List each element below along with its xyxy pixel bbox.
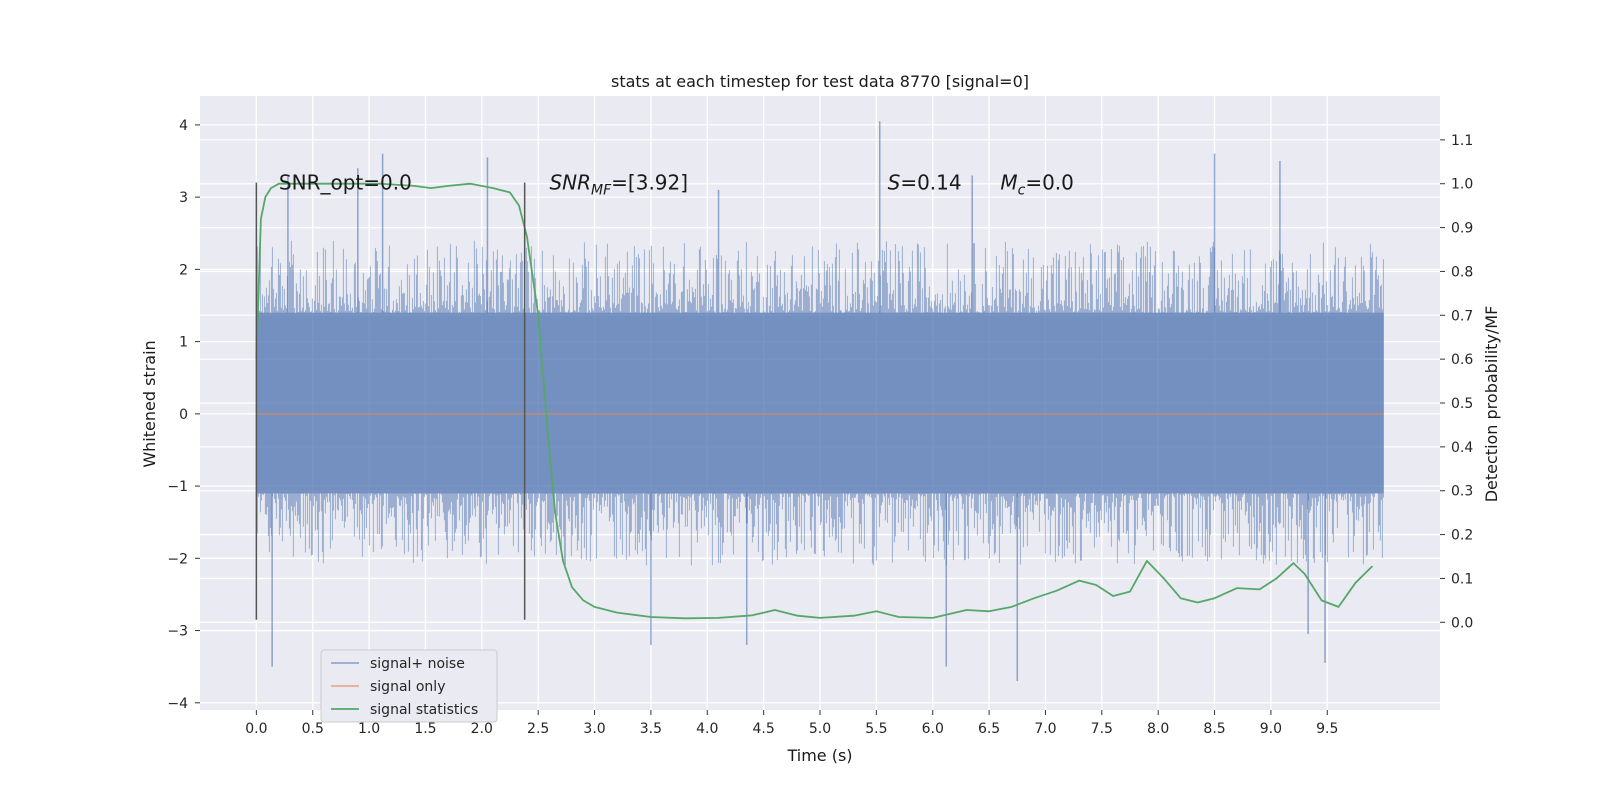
y2-tick-label: 0.4: [1451, 440, 1473, 456]
series-signal-statistics: [255, 182, 1374, 620]
y2-tick-label: 1.0: [1451, 177, 1473, 193]
annotation: SNR_opt=0.0: [279, 171, 412, 195]
series-signal-noise: [255, 121, 1384, 682]
y2-tick-label: 0.1: [1451, 571, 1473, 587]
x-tick-label: 6.5: [978, 721, 1000, 737]
y-tick-label: 3: [179, 190, 188, 206]
x-ticks: 0.0 0.5 1.0 1.5 2.0 2.5 3.0 3.5 4.0 4.5 5.0 5.5 6.0 6…: [245, 710, 1338, 737]
annotation: SNRMF=[3.92]: [549, 171, 688, 199]
annotations: SNR_opt=0.0 SNRMF=[3.92] S=0.14 Mc=0.0: [279, 171, 1074, 199]
y-tick-label: 1: [179, 335, 188, 351]
x-tick-label: 0.5: [302, 721, 324, 737]
y-ticks: 4 3 2 1 0 −1 −2 −3 −4: [167, 118, 200, 712]
x-tick-label: 5.5: [865, 721, 887, 737]
y2-tick-label: 0.9: [1451, 221, 1473, 237]
x-tick-label: 3.0: [583, 721, 605, 737]
x-tick-label: 0.0: [245, 721, 267, 737]
x-tick-label: 4.5: [753, 721, 775, 737]
y-tick-label: 2: [179, 262, 188, 278]
legend-label-signal-statistics: signal statistics: [370, 702, 478, 718]
y2-tick-label: 0.7: [1451, 308, 1473, 324]
chart-title: stats at each timestep for test data 877…: [611, 72, 1029, 91]
x-tick-label: 8.0: [1147, 721, 1169, 737]
y-axis-label: Whitened strain: [140, 340, 159, 467]
y2-tick-label: 0.6: [1451, 352, 1473, 368]
y-tick-label: −1: [167, 479, 188, 495]
vertical-markers: [255, 182, 526, 620]
x-tick-label: 2.5: [527, 721, 549, 737]
legend-label-signal-only: signal only: [370, 679, 445, 695]
x-tick-label: 9.5: [1316, 721, 1338, 737]
y2-tick-label: 1.1: [1451, 133, 1473, 149]
annotation: S=0.14: [888, 171, 962, 195]
y2-tick-label: 0.2: [1451, 528, 1473, 544]
legend-label-signal-noise: signal+ noise: [370, 656, 465, 672]
y-tick-label: 0: [179, 407, 188, 423]
x-tick-label: 1.0: [358, 721, 380, 737]
x-tick-label: 4.0: [696, 721, 718, 737]
series-lines: [255, 182, 1384, 620]
y2-ticks: 1.1 1.0 0.9 0.8 0.7 0.6 0.5 0.4 0.3 0.2 0.1 0.0: [1440, 133, 1473, 631]
legend: signal+ noise signal only signal statist…: [320, 649, 498, 723]
y-tick-label: −3: [167, 624, 188, 640]
y-tick-label: 4: [179, 118, 188, 134]
annotation: Mc=0.0: [1000, 171, 1074, 199]
y2-tick-label: 0.3: [1451, 484, 1473, 500]
y-tick-label: −2: [167, 551, 188, 567]
x-tick-label: 9.0: [1260, 721, 1282, 737]
x-tick-label: 2.0: [471, 721, 493, 737]
x-axis-label: Time (s): [786, 746, 852, 765]
x-tick-label: 7.0: [1034, 721, 1056, 737]
x-tick-label: 1.5: [414, 721, 436, 737]
legend-box: [320, 649, 498, 723]
x-tick-label: 3.5: [640, 721, 662, 737]
x-tick-label: 6.0: [922, 721, 944, 737]
y2-tick-label: 0.0: [1451, 615, 1473, 631]
x-tick-label: 7.5: [1091, 721, 1113, 737]
y2-tick-label: 0.5: [1451, 396, 1473, 412]
y-tick-label: −4: [167, 696, 188, 712]
y2-axis-label: Detection probability/MF: [1482, 306, 1501, 503]
y2-tick-label: 0.8: [1451, 264, 1473, 280]
x-tick-label: 8.5: [1203, 721, 1225, 737]
x-tick-label: 5.0: [809, 721, 831, 737]
